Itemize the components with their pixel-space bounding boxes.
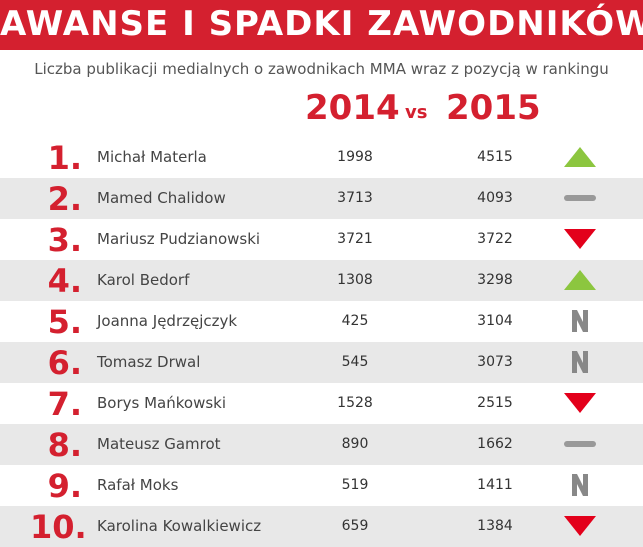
value-2015: 2515: [477, 395, 513, 411]
table-row: 2. Mamed Chalidow 3713 4093: [0, 178, 643, 219]
table-row: 5. Joanna Jędrzęjczyk 425 3104: [0, 301, 643, 342]
name: Rafał Moks: [97, 476, 179, 494]
name: Mariusz Pudzianowski: [97, 230, 261, 248]
value-2015: 3073: [477, 354, 513, 370]
value-2015: 1384: [477, 518, 513, 534]
value-2014: 1528: [337, 395, 373, 411]
rank: 5.: [47, 303, 82, 341]
name: Karol Bedorf: [97, 271, 190, 289]
value-2015: 4093: [477, 190, 513, 206]
table-row: 6. Tomasz Drwal 545 3073: [0, 342, 643, 383]
subtitle: Liczba publikacji medialnych o zawodnika…: [34, 60, 609, 78]
title: AWANSE I SPADKI ZAWODNIKÓW: [0, 4, 643, 44]
table-row: 8. Mateusz Gamrot 890 1662: [0, 424, 643, 465]
rank: 10.: [30, 508, 87, 546]
rank: 4.: [47, 262, 82, 300]
trend-new: [572, 351, 588, 373]
name: Michał Materla: [97, 148, 207, 166]
name: Karolina Kowalkiewicz: [97, 517, 262, 535]
name: Mamed Chalidow: [97, 189, 226, 207]
value-2014: 3713: [337, 190, 373, 206]
trend-up: [564, 147, 596, 167]
trend-down: [564, 393, 596, 413]
trend-same: [564, 441, 596, 447]
table-row: 10. Karolina Kowalkiewicz 659 1384: [0, 506, 643, 547]
value-2015: 3722: [477, 231, 513, 247]
value-2014: 659: [341, 518, 369, 534]
value-2015: 4515: [477, 149, 513, 165]
rank: 7.: [47, 385, 82, 423]
trend-down: [564, 229, 596, 249]
rank: 6.: [47, 344, 82, 382]
trend-down: [564, 516, 596, 536]
value-2015: 1662: [477, 436, 513, 452]
value-2014: 425: [341, 313, 369, 329]
year: 2015: [446, 88, 541, 128]
value-2015: 3104: [477, 313, 513, 329]
name: Joanna Jędrzęjczyk: [97, 312, 238, 330]
trend-same: [564, 195, 596, 201]
value-2014: 1308: [337, 272, 373, 288]
name: Mateusz Gamrot: [97, 435, 221, 453]
value-2014: 890: [341, 436, 369, 452]
trend-new: [572, 310, 588, 332]
vs: vs: [405, 102, 428, 123]
rank: 8.: [47, 426, 82, 464]
rank: 2.: [47, 180, 82, 218]
value-2014: 545: [341, 354, 369, 370]
table-row: 1. Michał Materla 1998 4515: [0, 137, 643, 178]
rank: 1.: [47, 139, 82, 177]
name: Borys Mańkowski: [97, 394, 227, 412]
trend-new: [572, 474, 588, 496]
value-2015: 3298: [477, 272, 513, 288]
table-row: 4. Karol Bedorf 1308 3298: [0, 260, 643, 301]
rank: 3.: [47, 221, 82, 259]
value-2014: 1998: [337, 149, 373, 165]
name: Tomasz Drwal: [97, 353, 201, 371]
value-2014: 519: [341, 477, 369, 493]
rank: 9.: [47, 467, 82, 505]
value-2015: 1411: [477, 477, 513, 493]
value-2014: 3721: [337, 231, 373, 247]
table-row: 3. Mariusz Pudzianowski 3721 3722: [0, 219, 643, 260]
trend-up: [564, 270, 596, 290]
year: 2014: [305, 88, 400, 128]
table-row: 9. Rafał Moks 519 1411: [0, 465, 643, 506]
table-row: 7. Borys Mańkowski 1528 2515: [0, 383, 643, 424]
title-bar: [0, 0, 643, 50]
